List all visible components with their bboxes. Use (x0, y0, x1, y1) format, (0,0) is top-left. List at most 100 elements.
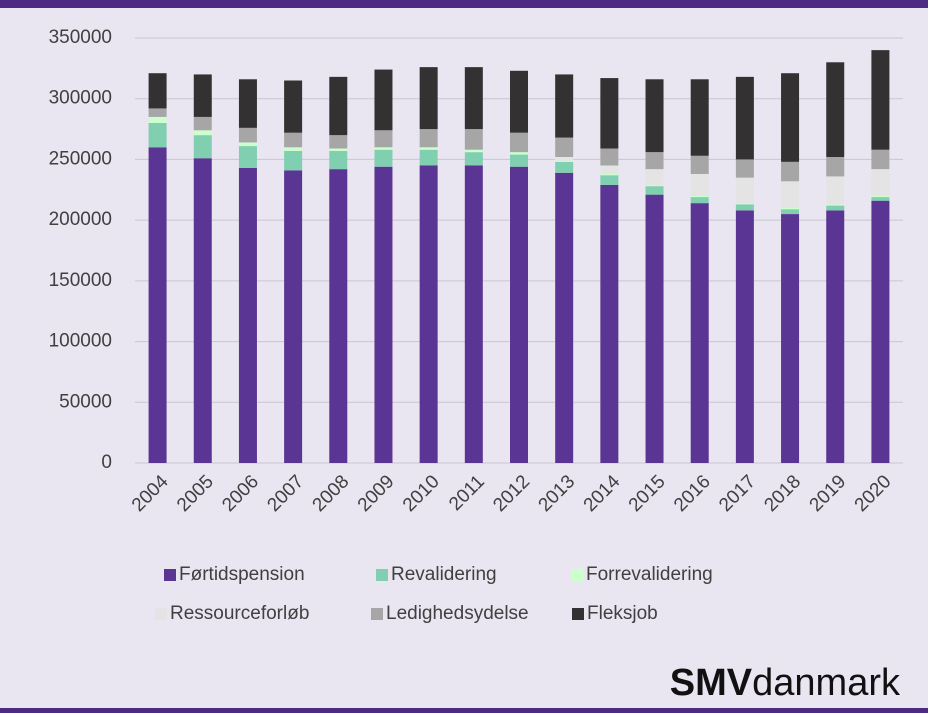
bar-segment (238, 142, 257, 147)
bar-segment (148, 116, 167, 123)
bar-segment (284, 170, 303, 463)
bar-segment (419, 67, 438, 130)
legend-label: Forrevalidering (586, 564, 713, 585)
legend-swatch (371, 608, 383, 620)
y-tick-label: 50000 (59, 391, 112, 412)
bar-segment (284, 150, 303, 171)
bar-segment (148, 108, 167, 117)
legend-swatch (571, 569, 583, 581)
bar-segment (781, 209, 800, 215)
bottom-band (0, 708, 928, 713)
bar-segment (735, 159, 754, 178)
bar-segment (735, 76, 754, 160)
bar-segment (374, 149, 393, 167)
bar-segment (735, 210, 754, 463)
y-tick-label: 150000 (49, 270, 112, 291)
bar-segment (871, 197, 890, 201)
bar-segment (690, 79, 709, 156)
top-band (0, 0, 928, 8)
bar-segment (193, 135, 212, 159)
bar-segment (690, 195, 709, 198)
bar-segment (238, 79, 257, 128)
bar-segment (193, 130, 212, 136)
bar-segment (464, 152, 483, 166)
bar-segment (555, 137, 574, 157)
bar-segment (329, 150, 348, 170)
bar-segment (419, 147, 438, 150)
bar-segment (735, 203, 754, 205)
bar-segment (193, 116, 212, 131)
bar-segment (826, 205, 845, 211)
bar-segment (826, 176, 845, 205)
bar-segment (510, 166, 528, 463)
legend-swatch (376, 569, 388, 581)
bar-segment (600, 175, 619, 185)
legend-label: Ressourceforløb (170, 603, 309, 624)
y-tick-label: 250000 (49, 148, 112, 169)
bar-segment (329, 148, 348, 151)
y-tick-label: 200000 (49, 209, 112, 230)
bar-segment (193, 74, 212, 117)
bar-segment (148, 123, 167, 148)
bar-segment (555, 161, 574, 173)
bar-segment (781, 73, 800, 162)
bar-segment (238, 146, 257, 168)
bar-segment (871, 149, 890, 170)
bar-segment (555, 160, 574, 162)
y-tick-label: 100000 (49, 331, 112, 352)
bar-segment (555, 74, 574, 138)
bar-segment (374, 130, 393, 148)
bar-segment (871, 50, 890, 150)
bar-segment (374, 147, 393, 150)
bar-segment (329, 135, 348, 149)
bar-segment (284, 80, 303, 133)
bar-segment (690, 197, 709, 204)
bar-segment (510, 70, 528, 133)
bar-segment (826, 62, 845, 157)
bar-segment (600, 165, 619, 174)
bar-segment (464, 67, 483, 130)
bar-segment (374, 166, 393, 463)
bar-segment (510, 154, 528, 167)
bar-segment (148, 73, 167, 109)
bar-segment (374, 69, 393, 131)
bar-segment (826, 210, 845, 463)
bar-segment (555, 157, 574, 161)
legend-swatch (155, 608, 167, 620)
y-tick-label: 350000 (49, 27, 112, 48)
logo-rest: danmark (752, 662, 901, 704)
bar-segment (645, 152, 664, 170)
bar-segment (555, 172, 574, 464)
bar-segment (645, 169, 664, 185)
bar-segment (419, 129, 438, 148)
bar-segment (871, 195, 890, 198)
y-tick-label: 0 (101, 452, 112, 473)
bar-segment (600, 184, 619, 463)
legend-label: Ledighedsydelse (386, 603, 529, 624)
legend-swatch (572, 608, 584, 620)
bar-segment (510, 152, 528, 155)
bar-segment (329, 76, 348, 136)
bar-segment (871, 169, 890, 196)
bar-segment (781, 161, 800, 182)
bar-segment (238, 127, 257, 143)
legend-label: Fleksjob (587, 603, 658, 624)
bar-segment (826, 204, 845, 206)
bar-segment (510, 132, 528, 153)
bar-segment (148, 147, 167, 464)
bar-segment (600, 174, 619, 176)
bar-segment (735, 177, 754, 204)
bar-segment (464, 165, 483, 463)
bar-segment (329, 169, 348, 463)
bar-segment (284, 147, 303, 151)
bar-segment (690, 155, 709, 174)
bar-segment (781, 214, 800, 463)
logo-bold: SMV (670, 662, 753, 704)
bar-segment (645, 184, 664, 187)
bar-segment (645, 194, 664, 463)
bar-segment (464, 149, 483, 153)
bar-segment (781, 208, 800, 210)
bar-segment (826, 157, 845, 177)
bar-segment (464, 129, 483, 150)
